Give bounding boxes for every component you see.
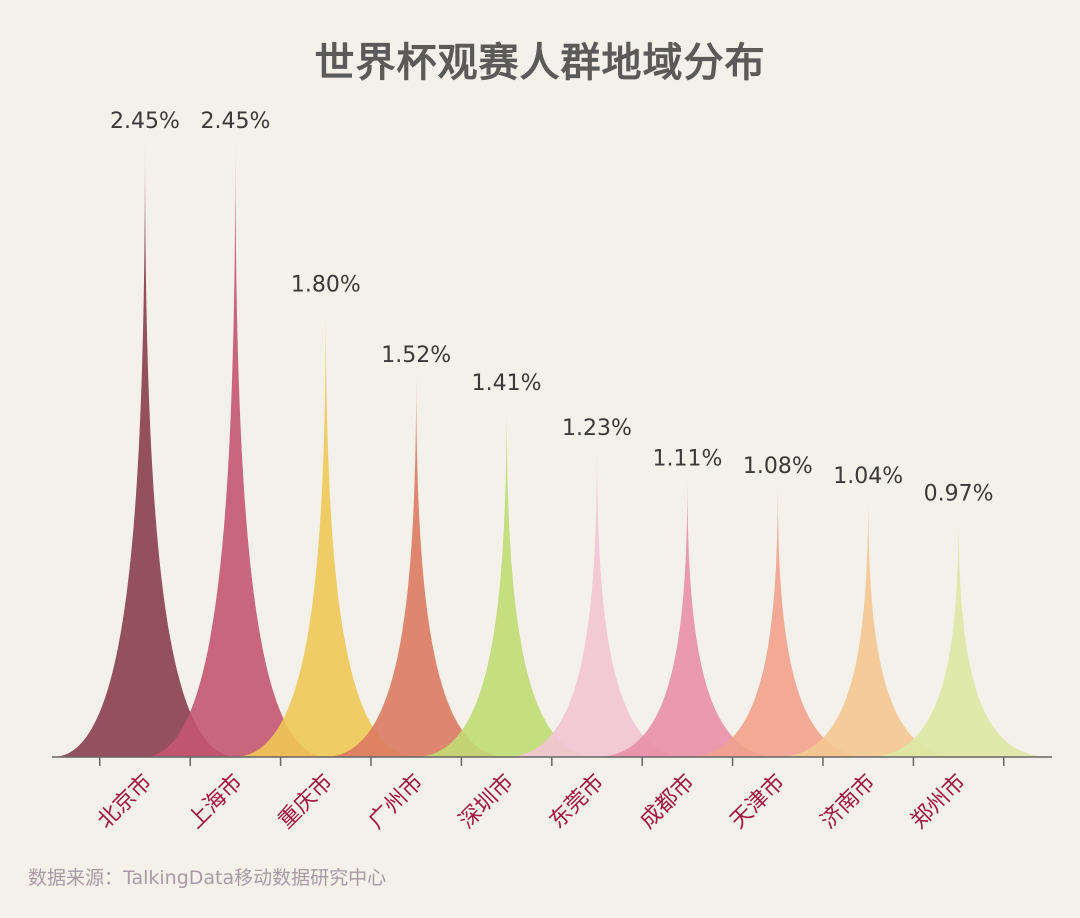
spike-6 [505, 447, 689, 757]
value-label-1: 2.45% [110, 109, 180, 134]
x-tick-label-9: 济南市 [816, 770, 880, 834]
value-label-7: 1.11% [652, 446, 722, 471]
spike-1 [53, 140, 237, 757]
spike-4 [324, 374, 509, 757]
value-label-2: 2.45% [200, 109, 270, 134]
x-tick-label-8: 天津市 [726, 770, 790, 834]
value-label-3: 1.80% [291, 273, 361, 298]
spike-series [53, 140, 1051, 757]
x-tick-label-7: 成都市 [635, 770, 699, 834]
x-tick-label-10: 郑州市 [906, 770, 970, 834]
value-label-8: 1.08% [743, 454, 813, 479]
x-tick-label-6: 东莞市 [545, 770, 609, 834]
value-label-6: 1.23% [562, 416, 632, 441]
spike-7 [595, 477, 780, 757]
value-label-10: 0.97% [924, 482, 994, 507]
x-tick-label-3: 重庆市 [274, 770, 338, 834]
spike-3 [233, 303, 418, 757]
chart-title: 世界杯观赛人群地域分布 [314, 40, 766, 86]
x-tick-label-5: 深圳市 [454, 770, 518, 834]
spike-10 [866, 512, 1051, 757]
value-label-5: 1.41% [472, 371, 542, 396]
x-tick-label-1: 北京市 [93, 770, 157, 834]
spike-8 [685, 485, 870, 757]
x-tick-label-4: 广州市 [364, 770, 428, 834]
spike-5 [414, 401, 599, 757]
source-note: 数据来源：TalkingData移动数据研究中心 [28, 867, 387, 889]
value-label-9: 1.04% [833, 464, 903, 489]
spike-2 [143, 140, 328, 757]
x-tick-label-2: 上海市 [183, 770, 247, 834]
spike-9 [776, 495, 961, 757]
value-label-4: 1.52% [381, 343, 451, 368]
